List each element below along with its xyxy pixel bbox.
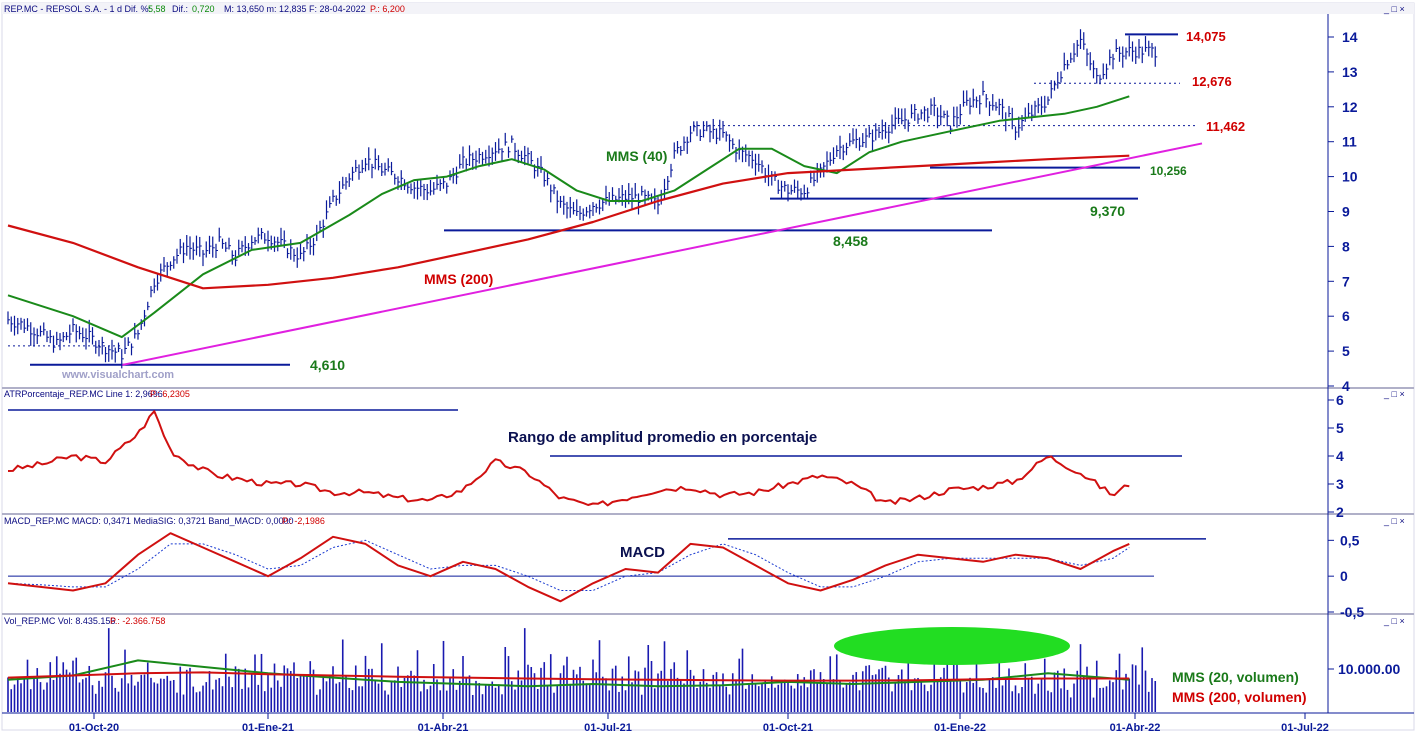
header-vol-p: P.: -2.366.758 [110, 616, 165, 626]
atr-title: Rango de amplitud promedio en porcentaje [508, 429, 817, 446]
macd-title: MACD [620, 544, 665, 561]
x-tick-label: 01-Jul-22 [1281, 722, 1329, 734]
header-atr: ATRPorcentaje_REP.MC Line 1: 2,9696 P.: … [4, 389, 1405, 399]
level-label: 12,676 [1192, 74, 1232, 89]
window-controls-macd[interactable]: _ □ × [1383, 516, 1405, 526]
price-tick-label: 5 [1342, 343, 1350, 359]
price-axis: 4 5 6 7 8 9 10 11 12 13 14 [1328, 29, 1358, 394]
header-main-dif: 0,720 [192, 4, 215, 14]
macd-tick-label: 0,5 [1340, 532, 1360, 548]
header-vol-text: Vol_REP.MC Vol: 8.435.156 [4, 616, 115, 626]
x-tick-label: 01-Abr-21 [418, 722, 469, 734]
price-levels: 4,610 8,458 9,370 10,256 11,462 12,676 14,075 [8, 29, 1245, 373]
trendline [121, 142, 1203, 367]
header-main-prefix: REP.MC - REPSOL S.A. - 1 d Dif. %: [4, 4, 151, 14]
vol-tick-label: 10.000.00 [1338, 661, 1400, 677]
window-controls-vol[interactable]: _ □ × [1383, 616, 1405, 626]
header-main-p: P.: 6,200 [370, 4, 405, 14]
price-tick-label: 9 [1342, 204, 1350, 220]
macd-tick-label: -0,5 [1340, 604, 1364, 620]
x-axis: 01-Oct-20 01-Ene-21 01-Abr-21 01-Jul-21 01-O… [69, 713, 1329, 734]
price-tick-label: 10 [1342, 169, 1358, 185]
atr-tick-label: 2 [1336, 504, 1344, 520]
macd-line [7, 532, 1130, 603]
header-atr-text: ATRPorcentaje_REP.MC Line 1: 2,9696 [4, 389, 163, 399]
level-label: 14,075 [1186, 29, 1226, 44]
price-tick-label: 13 [1342, 64, 1358, 80]
level-label: 11,462 [1206, 119, 1245, 134]
vol-ma200-label: MMS (200, volumen) [1172, 689, 1307, 705]
header-main: REP.MC - REPSOL S.A. - 1 d Dif. %: 5,58 … [2, 3, 1414, 14]
x-tick-label: 01-Ene-21 [242, 722, 294, 734]
window-controls-atr[interactable]: _ □ × [1383, 389, 1405, 399]
price-tick-label: 12 [1342, 99, 1358, 115]
level-label: 10,256 [1150, 164, 1187, 178]
header-main-dif-label: Dif.: [172, 4, 188, 14]
atr-tick-label: 6 [1336, 392, 1344, 408]
atr-tick-label: 5 [1336, 420, 1344, 436]
header-atr-p: P.: 6,2305 [150, 389, 190, 399]
price-tick-label: 6 [1342, 308, 1350, 324]
x-tick-label: 01-Jul-21 [584, 722, 632, 734]
header-macd: MACD_REP.MC MACD: 0,3471 MediaSIG: 0,372… [4, 516, 1405, 526]
price-tick-label: 7 [1342, 273, 1350, 289]
price-tick-label: 4 [1342, 378, 1350, 394]
watermark: www.visualchart.com [61, 369, 174, 381]
header-vol: Vol_REP.MC Vol: 8.435.156 P.: -2.366.758… [4, 616, 1405, 626]
header-macd-p: P.: -2,1986 [282, 516, 325, 526]
x-tick-label: 01-Oct-20 [69, 722, 119, 734]
macd-tick-label: 0 [1340, 568, 1348, 584]
atr-line [7, 410, 1130, 507]
ma40-label: MMS (40) [606, 148, 667, 164]
macd-panel: 0,5 0 -0,5 [7, 532, 1364, 620]
window-controls[interactable]: _ □ × [1383, 4, 1405, 14]
level-label: 4,610 [310, 357, 345, 373]
header-main-rest: M: 13,650 m: 12,835 F: 28-04-2022 [224, 4, 366, 14]
ma40-line [7, 95, 1130, 339]
vol-ma20-label: MMS (20, volumen) [1172, 669, 1299, 685]
vol-ma200-line [7, 671, 1130, 682]
price-tick-label: 11 [1342, 134, 1357, 150]
macd-signal-line [7, 539, 1130, 591]
level-label: 9,370 [1090, 203, 1125, 219]
level-label: 8,458 [833, 233, 868, 249]
x-tick-label: 01-Abr-22 [1110, 722, 1161, 734]
price-tick-label: 14 [1342, 29, 1358, 45]
atr-tick-label: 3 [1336, 476, 1344, 492]
price-moving-averages [7, 95, 1130, 339]
ma200-line [7, 154, 1130, 290]
vol-ma20-line [7, 659, 1130, 688]
price-bars [7, 29, 1158, 369]
volume-panel: 10.000.00 [7, 628, 1400, 712]
x-tick-label: 01-Oct-21 [763, 722, 813, 734]
price-tick-label: 8 [1342, 238, 1350, 254]
ma200-label: MMS (200) [424, 271, 493, 287]
atr-panel: 2 3 4 5 6 [7, 392, 1344, 520]
x-tick-label: 01-Ene-22 [934, 722, 986, 734]
header-main-difpct: 5,58 [148, 4, 166, 14]
header-macd-text: MACD_REP.MC MACD: 0,3471 MediaSIG: 0,372… [4, 516, 293, 526]
volume-highlight-ellipse [834, 627, 1070, 665]
atr-tick-label: 4 [1336, 448, 1344, 464]
